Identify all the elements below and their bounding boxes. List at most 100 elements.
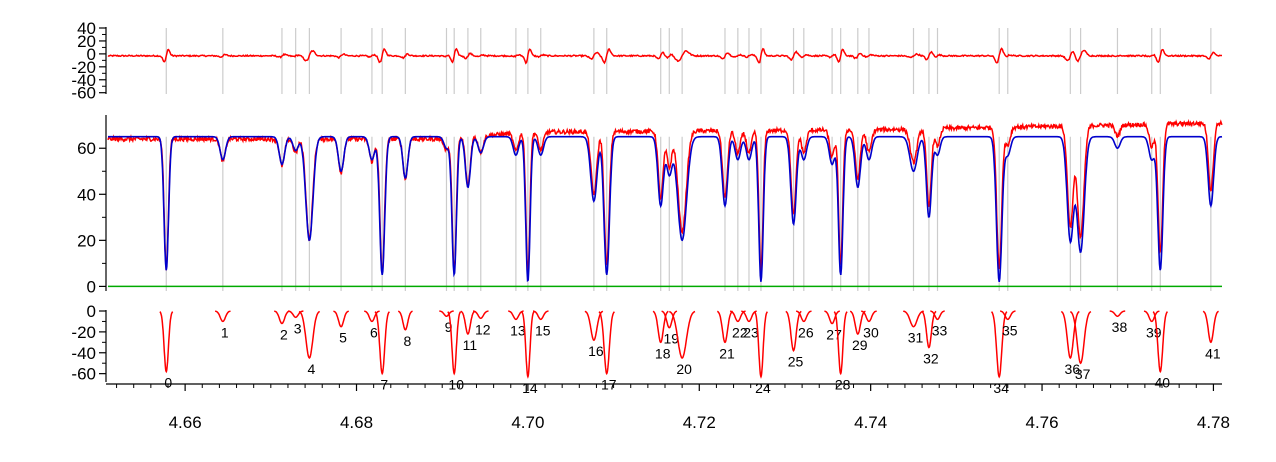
residual-y-tick-label: 40 — [77, 19, 96, 38]
line-profile-37 — [1069, 310, 1092, 365]
line-label-25: 25 — [788, 354, 804, 370]
line-profile-41 — [1202, 310, 1219, 344]
line-profile-11 — [460, 310, 476, 335]
line-profiles-y-tick-label: -60 — [71, 365, 96, 384]
line-label-38: 38 — [1112, 319, 1128, 335]
line-label-18: 18 — [655, 345, 671, 361]
line-label-21: 21 — [719, 345, 735, 361]
line-profile-8 — [397, 310, 413, 331]
x-tick-label: 4.68 — [340, 413, 373, 432]
line-profile-3 — [288, 310, 304, 319]
line-label-34: 34 — [993, 380, 1009, 396]
line-profile-9 — [439, 310, 454, 317]
line-label-14: 14 — [522, 380, 538, 396]
line-label-20: 20 — [676, 361, 692, 377]
line-label-41: 41 — [1205, 345, 1221, 361]
model-spectrum-line — [108, 135, 1223, 283]
line-profile-18 — [652, 310, 669, 344]
line-profiles-y-tick-label: -20 — [71, 323, 96, 342]
line-label-19: 19 — [663, 331, 679, 347]
line-label-29: 29 — [852, 337, 868, 353]
line-profile-40 — [1152, 311, 1168, 374]
spectrum-y-tick-label: 60 — [77, 139, 96, 158]
line-label-12: 12 — [475, 321, 491, 337]
line-profile-34 — [990, 311, 1008, 379]
line-profile-31 — [903, 310, 924, 328]
line-profile-4 — [298, 310, 321, 360]
line-profile-7 — [374, 311, 390, 376]
line-marker-layer — [165, 28, 1212, 291]
line-label-2: 2 — [280, 327, 288, 343]
x-axis: 4.66 4.68 4.70 4.72 4.74 4.76 4.78 — [106, 383, 1230, 432]
line-label-0: 0 — [164, 375, 172, 391]
line-label-17: 17 — [601, 377, 617, 393]
line-profile-39 — [1143, 310, 1160, 323]
line-label-36: 36 — [1065, 361, 1081, 377]
x-tick-label: 4.74 — [854, 413, 887, 432]
line-profile-15 — [533, 310, 549, 321]
line-label-3: 3 — [294, 320, 302, 336]
line-profile-12 — [473, 310, 489, 320]
line-label-31: 31 — [908, 330, 924, 346]
line-profile-29 — [849, 310, 866, 335]
line-label-32: 32 — [923, 351, 939, 367]
line-label-5: 5 — [339, 330, 347, 346]
line-profile-28 — [833, 311, 848, 376]
line-profile-27 — [824, 310, 840, 325]
residual-y-tick-label: -20 — [71, 58, 96, 77]
line-profile-0 — [159, 311, 174, 374]
line-label-37: 37 — [1075, 366, 1091, 382]
line-label-23: 23 — [743, 324, 759, 340]
line-profile-5 — [333, 310, 349, 328]
line-label-1: 1 — [221, 324, 229, 340]
line-label-4: 4 — [307, 361, 315, 377]
line-label-27: 27 — [826, 327, 842, 343]
spectrum-y-tick-label: 20 — [77, 231, 96, 250]
line-profiles-y-tick-label: -40 — [71, 344, 96, 363]
line-profile-26 — [795, 310, 812, 323]
line-label-7: 7 — [380, 377, 388, 393]
residual-y-tick-label: -40 — [71, 71, 96, 90]
x-tick-label: 4.76 — [1025, 413, 1058, 432]
line-profile-6 — [364, 310, 380, 323]
line-label-13: 13 — [510, 322, 526, 338]
line-profile-25 — [785, 310, 802, 353]
x-tick-label: 4.78 — [1197, 413, 1230, 432]
line-profile-38 — [1109, 310, 1126, 317]
line-label-33: 33 — [932, 322, 948, 338]
residual-y-tick-label: 0 — [87, 45, 96, 64]
residual-y-tick-label: 20 — [77, 32, 96, 51]
line-profile-1 — [214, 310, 231, 323]
line-profile-23 — [741, 310, 757, 323]
line-profile-13 — [508, 310, 524, 321]
line-profile-10 — [447, 311, 462, 376]
line-profile-19 — [661, 310, 678, 329]
residual-y-tick-label: -60 — [71, 84, 96, 103]
line-profiles-y-tick-label: 0 — [87, 302, 96, 321]
observed-spectrum-line — [107, 118, 1223, 274]
line-profile-21 — [716, 310, 734, 344]
x-tick-label: 4.72 — [683, 413, 716, 432]
line-profile-33 — [930, 310, 945, 321]
line-label-30: 30 — [863, 324, 879, 340]
line-profile-30 — [861, 310, 877, 323]
x-tick-label: 4.70 — [511, 413, 544, 432]
line-profile-20 — [668, 310, 696, 359]
line-label-6: 6 — [370, 324, 378, 340]
line-label-22: 22 — [732, 324, 748, 340]
spectrum-y-tick-label: 40 — [77, 185, 96, 204]
line-profile-24 — [753, 311, 768, 379]
line-profile-2 — [274, 310, 290, 325]
line-label-28: 28 — [835, 377, 851, 393]
line-profile-14 — [521, 311, 535, 379]
line-label-8: 8 — [403, 333, 411, 349]
line-label-11: 11 — [463, 337, 478, 353]
line-label-35: 35 — [1002, 322, 1018, 338]
line-profile-16 — [584, 310, 604, 342]
residual-series-line — [107, 47, 1222, 65]
line-label-24: 24 — [755, 380, 771, 396]
line-profile-32 — [921, 310, 937, 349]
